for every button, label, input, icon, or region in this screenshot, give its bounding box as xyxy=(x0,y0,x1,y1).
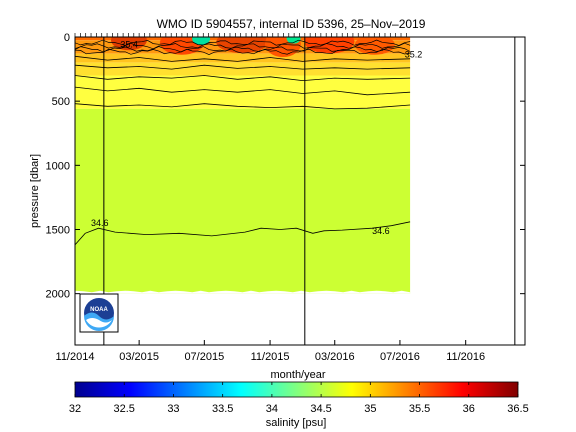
noaa-logo: NOAA xyxy=(79,293,119,333)
y-tick-label: 1500 xyxy=(46,225,70,237)
x-tick-label: 07/2015 xyxy=(184,351,224,363)
contour-labels: 34.6 35.2 35.4 34.6 xyxy=(91,40,422,236)
contour-label: 35.4 xyxy=(120,40,138,50)
x-tick-label: 11/2015 xyxy=(251,351,290,363)
contour-label: 34.6 xyxy=(91,218,109,228)
salinity-band-2 xyxy=(75,53,411,63)
x-tick-label: 03/2015 xyxy=(119,351,159,363)
plot-frame xyxy=(74,36,526,346)
x-tick-label: 11/2014 xyxy=(56,351,95,363)
surface-patch-1 xyxy=(159,37,204,55)
x-tick-label: 11/2016 xyxy=(446,351,485,363)
y-axis-label: pressure [dbar] xyxy=(29,154,41,228)
surface-patch-6 xyxy=(192,37,211,45)
y-tick-label: 2000 xyxy=(46,289,70,301)
colorbar-tick-label: 36.5 xyxy=(507,403,528,415)
surface-patch-7 xyxy=(286,37,301,44)
salinity-band-5 xyxy=(75,108,411,294)
surface-contour-0 xyxy=(75,39,411,46)
contour-label: 35.2 xyxy=(405,49,423,59)
chart-title: WMO ID 5904557, internal ID 5396, 25–Nov… xyxy=(157,17,426,31)
plot-area xyxy=(75,37,411,294)
data-bottom-edge xyxy=(75,290,411,294)
contour-line-3 xyxy=(75,75,411,82)
y-tick-label: 1000 xyxy=(46,160,70,172)
y-tick-label: 500 xyxy=(52,96,70,108)
surface-patch-5 xyxy=(354,37,395,55)
contour-line-5 xyxy=(75,55,411,62)
colorbar-tick-label: 34 xyxy=(266,403,278,415)
colorbar-label: salinity [psu] xyxy=(266,417,327,429)
contour-label: 34.6 xyxy=(372,226,390,236)
colorbar-ticks: 32 32.5 33 33.5 34 34.5 35 35.5 36 36.5 xyxy=(69,382,529,415)
x-tick-label: 03/2016 xyxy=(315,351,355,363)
surface-contour-2 xyxy=(75,46,411,53)
colorbar-tick-label: 35.5 xyxy=(409,403,430,415)
noaa-logo-text: NOAA xyxy=(90,307,108,313)
colorbar-tick-label: 36 xyxy=(463,403,475,415)
x-tick-label: 07/2016 xyxy=(380,351,420,363)
contour-line-1 xyxy=(75,103,411,110)
colorbar-gradient xyxy=(74,381,519,398)
surface-patch-2 xyxy=(216,37,269,54)
colorbar-tick-label: 34.5 xyxy=(310,403,331,415)
contour-line-0 xyxy=(75,221,411,246)
colorbar-tick-label: 35 xyxy=(364,403,376,415)
y-tick-label: 0 xyxy=(64,32,70,44)
contour-line-2 xyxy=(75,86,411,96)
salinity-band-3 xyxy=(75,62,411,76)
x-axis-label: month/year xyxy=(270,369,325,381)
colorbar: 32 32.5 33 33.5 34 34.5 35 35.5 36 36.5 salinity … xyxy=(69,381,529,429)
y-axis-ticks: 0 500 1000 1500 2000 xyxy=(46,32,525,301)
contour-line-4 xyxy=(75,64,411,70)
colorbar-tick-label: 32.5 xyxy=(114,403,135,415)
colorbar-tick-label: 33 xyxy=(167,403,179,415)
x-axis-ticks: 11/2014 03/2015 07/2015 11/2015 03/2016 07/20… xyxy=(56,33,485,363)
surface-contour-3 xyxy=(75,48,411,55)
colorbar-tick-label: 33.5 xyxy=(212,403,233,415)
colorbar-tick-label: 32 xyxy=(69,403,81,415)
